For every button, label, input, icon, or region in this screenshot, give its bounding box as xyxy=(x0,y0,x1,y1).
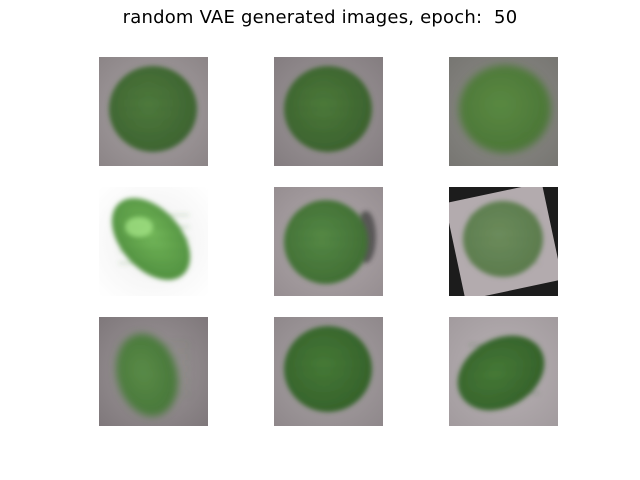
generated-image xyxy=(274,187,383,296)
generated-image xyxy=(274,57,383,166)
generated-image-tile xyxy=(99,187,208,296)
generated-image-tile xyxy=(449,317,558,426)
generated-image-tile xyxy=(449,57,558,166)
generated-image-tile xyxy=(449,187,558,296)
figure-title: random VAE generated images, epoch: 50 xyxy=(122,7,518,28)
generated-image xyxy=(449,317,558,426)
generated-image xyxy=(449,187,558,296)
generated-image-tile xyxy=(99,317,208,426)
generated-image-tile xyxy=(274,57,383,166)
generated-image-tile xyxy=(99,57,208,166)
generated-image-tile xyxy=(274,187,383,296)
generated-image-tile xyxy=(274,317,383,426)
generated-image xyxy=(449,57,558,166)
generated-image xyxy=(274,317,383,426)
generated-image xyxy=(99,187,208,296)
generated-image xyxy=(99,317,208,426)
generated-image xyxy=(99,57,208,166)
